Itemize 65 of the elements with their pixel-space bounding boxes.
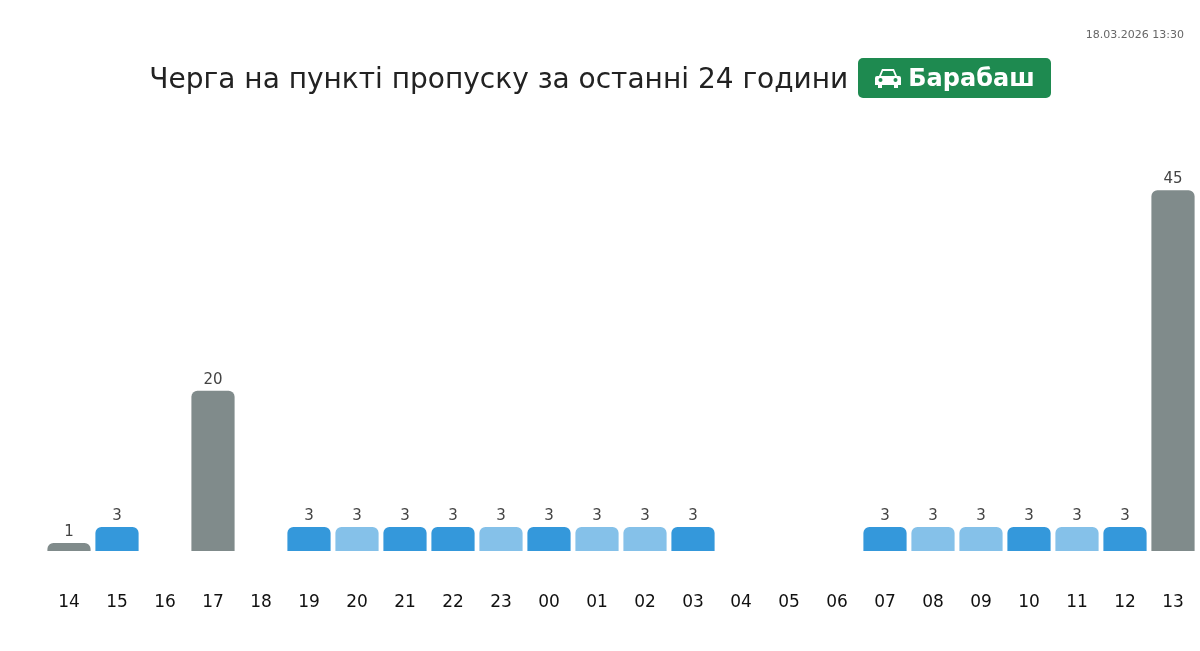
x-tick-label: 03	[682, 591, 704, 611]
x-tick-label: 15	[106, 591, 128, 611]
bar	[383, 526, 427, 551]
chart-title: Черга на пункті пропуску за останні 24 години	[149, 61, 849, 95]
bar	[623, 526, 667, 551]
data-label: 3	[592, 505, 602, 524]
bar	[95, 526, 139, 551]
data-label: 3	[640, 505, 650, 524]
data-label: 3	[1072, 505, 1082, 524]
x-tick-label: 04	[730, 591, 752, 611]
bar	[527, 526, 571, 551]
bar	[431, 526, 475, 551]
data-label: 1	[64, 521, 74, 540]
x-tick-label: 09	[970, 591, 992, 611]
data-label: 45	[1163, 169, 1183, 188]
x-tick-label: 06	[826, 591, 848, 611]
bar	[911, 526, 955, 551]
x-tick-label: 22	[442, 591, 464, 611]
x-tick-label: 20	[346, 591, 368, 611]
data-label: 3	[544, 505, 554, 524]
x-tick-label: 08	[922, 591, 944, 611]
bar	[671, 526, 715, 551]
bar	[191, 390, 235, 551]
x-tick-label: 11	[1066, 591, 1088, 611]
data-label: 3	[1024, 505, 1034, 524]
bar	[1151, 190, 1195, 551]
data-label: 3	[976, 505, 986, 524]
bar	[335, 526, 379, 551]
data-label: 3	[448, 505, 458, 524]
text: 18.03.2026 13:30	[1085, 28, 1184, 41]
x-tick-label: 02	[634, 591, 656, 611]
x-tick-label: 23	[490, 591, 512, 611]
bar	[479, 526, 523, 551]
data-label: 3	[352, 505, 362, 524]
x-tick-label: 01	[586, 591, 608, 611]
data-label: 3	[928, 505, 938, 524]
data-label: 3	[112, 505, 122, 524]
x-tick-label: 21	[394, 591, 416, 611]
x-tick-label: 17	[202, 591, 224, 611]
data-label: 3	[304, 505, 314, 524]
x-tick-label: 10	[1018, 591, 1040, 611]
bar	[47, 542, 91, 551]
data-label: 3	[688, 505, 698, 524]
x-tick-label: 05	[778, 591, 800, 611]
x-tick-label: 07	[874, 591, 896, 611]
bar	[1103, 526, 1147, 551]
bar	[959, 526, 1003, 551]
x-tick-label: 18	[250, 591, 272, 611]
x-tick-label: 12	[1114, 591, 1136, 611]
x-tick-label: 14	[58, 591, 80, 611]
data-label: 3	[496, 505, 506, 524]
data-label: 20	[203, 369, 223, 388]
bar	[1055, 526, 1099, 551]
bar	[575, 526, 619, 551]
x-tick-label: 13	[1162, 591, 1184, 611]
x-tick-label: 19	[298, 591, 320, 611]
bar	[287, 526, 331, 551]
x-tick-label: 16	[154, 591, 176, 611]
data-label: 3	[880, 505, 890, 524]
data-label: 3	[400, 505, 410, 524]
data-label: 3	[1120, 505, 1130, 524]
bar	[1007, 526, 1051, 551]
x-tick-label: 00	[538, 591, 560, 611]
chart-subtitle: Барабаш	[908, 64, 1035, 92]
bar	[863, 526, 907, 551]
